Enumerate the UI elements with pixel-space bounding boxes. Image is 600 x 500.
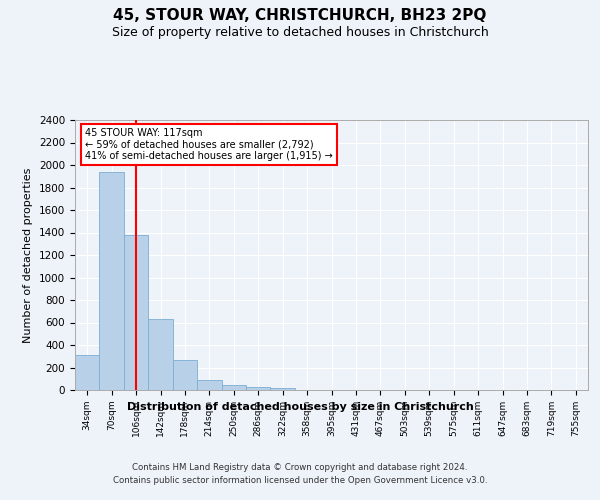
Text: 45 STOUR WAY: 117sqm
← 59% of detached houses are smaller (2,792)
41% of semi-de: 45 STOUR WAY: 117sqm ← 59% of detached h… xyxy=(85,128,333,162)
Text: 45, STOUR WAY, CHRISTCHURCH, BH23 2PQ: 45, STOUR WAY, CHRISTCHURCH, BH23 2PQ xyxy=(113,8,487,22)
Text: Contains HM Land Registry data © Crown copyright and database right 2024.: Contains HM Land Registry data © Crown c… xyxy=(132,462,468,471)
Bar xyxy=(271,388,295,390)
Bar xyxy=(75,355,100,390)
Bar xyxy=(197,380,221,390)
Bar xyxy=(246,387,271,390)
Text: Distribution of detached houses by size in Christchurch: Distribution of detached houses by size … xyxy=(127,402,473,412)
Text: Size of property relative to detached houses in Christchurch: Size of property relative to detached ho… xyxy=(112,26,488,39)
Bar xyxy=(148,319,173,390)
Text: Contains public sector information licensed under the Open Government Licence v3: Contains public sector information licen… xyxy=(113,476,487,485)
Bar xyxy=(124,235,148,390)
Bar xyxy=(173,360,197,390)
Y-axis label: Number of detached properties: Number of detached properties xyxy=(23,168,34,342)
Bar xyxy=(221,385,246,390)
Bar xyxy=(100,172,124,390)
